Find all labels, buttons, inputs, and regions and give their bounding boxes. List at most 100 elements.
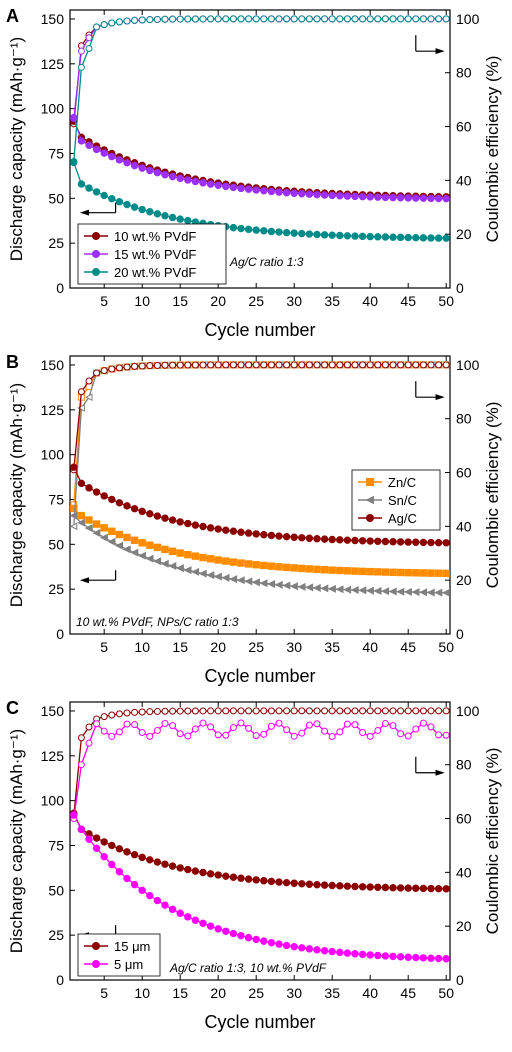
data-point — [267, 877, 276, 886]
data-point — [336, 192, 344, 200]
data-point — [146, 362, 154, 370]
data-point — [199, 553, 207, 562]
y2-tick-label: 20 — [456, 226, 472, 242]
legend-label: 15 μm — [114, 939, 150, 954]
data-point — [153, 15, 161, 23]
efficiency-line — [73, 18, 447, 162]
data-point — [138, 886, 146, 895]
data-point — [130, 536, 139, 544]
data-point — [252, 561, 260, 569]
data-point — [184, 550, 192, 559]
data-point — [427, 954, 435, 962]
data-point — [77, 825, 86, 834]
data-point — [374, 193, 382, 201]
data-point — [267, 361, 275, 369]
y2-tick-label: 80 — [456, 65, 472, 81]
data-point — [313, 707, 321, 715]
data-point — [237, 528, 245, 536]
data-point — [434, 588, 443, 597]
data-point — [366, 537, 374, 545]
data-point — [206, 555, 215, 563]
data-point — [108, 711, 116, 719]
data-point — [381, 15, 389, 23]
data-point — [237, 15, 245, 23]
data-point — [320, 191, 329, 199]
data-point — [108, 527, 116, 536]
data-point — [260, 530, 268, 539]
data-point — [77, 63, 85, 71]
data-point — [374, 951, 382, 960]
data-point — [259, 579, 268, 588]
chart-panel: B5 10 15 20 25 30 35 40 45 5002550751001251500204… — [6, 352, 502, 686]
data-point — [85, 44, 93, 52]
data-point — [138, 16, 146, 24]
y2-axis-title: Coulombic efficiency (%) — [483, 56, 502, 243]
data-point — [214, 361, 222, 369]
data-point — [434, 194, 443, 203]
data-point — [328, 947, 336, 956]
data-point — [397, 707, 405, 715]
data-point — [442, 707, 450, 715]
data-point — [237, 707, 245, 715]
data-point — [427, 707, 435, 715]
data-point — [427, 361, 435, 369]
data-point — [146, 16, 154, 24]
data-point — [168, 905, 177, 914]
x-tick-label: 45 — [400, 639, 416, 655]
data-point — [358, 586, 367, 595]
data-point — [313, 15, 321, 23]
data-point — [358, 950, 367, 959]
data-point — [123, 720, 131, 728]
data-point — [275, 878, 283, 886]
annotation: Ag/C ratio 1:3, 10 wt.% PVdF — [169, 961, 327, 975]
data-point — [328, 191, 336, 200]
data-point — [100, 713, 108, 721]
data-point — [275, 361, 283, 369]
data-point — [404, 538, 412, 546]
data-point — [412, 707, 420, 715]
data-point — [396, 953, 405, 961]
data-point — [92, 834, 101, 842]
data-point — [321, 727, 329, 735]
x-tick-label: 20 — [210, 293, 226, 309]
data-point — [435, 361, 443, 369]
data-point — [237, 874, 245, 882]
data-point — [327, 584, 336, 593]
data-point — [289, 582, 298, 591]
data-point — [222, 15, 230, 23]
data-point — [84, 393, 93, 401]
data-point — [244, 225, 253, 234]
data-point — [199, 522, 207, 531]
data-point — [435, 731, 443, 739]
data-point — [252, 186, 260, 194]
efficiency-arrow-head — [435, 394, 445, 401]
data-point — [191, 361, 199, 369]
data-point — [442, 731, 450, 739]
x-axis-title: Cycle number — [204, 1012, 315, 1032]
data-point — [320, 535, 329, 543]
data-point — [260, 730, 268, 738]
data-point — [381, 233, 390, 241]
data-point — [389, 538, 397, 546]
data-point — [336, 566, 344, 575]
data-point — [283, 361, 291, 369]
y-tick-label: 0 — [56, 972, 64, 988]
data-point — [366, 15, 374, 23]
data-point — [245, 361, 253, 369]
data-point — [184, 519, 192, 528]
data-point — [335, 585, 344, 594]
data-point — [191, 15, 199, 23]
data-point — [381, 883, 390, 892]
data-point — [305, 534, 314, 542]
data-point — [229, 15, 237, 23]
y-tick-label: 150 — [41, 11, 65, 27]
data-point — [229, 575, 238, 584]
data-point — [115, 868, 124, 876]
data-point — [321, 361, 329, 369]
data-point — [85, 141, 93, 150]
data-point — [343, 567, 352, 575]
data-point — [123, 200, 131, 209]
data-point — [229, 929, 238, 938]
data-point — [328, 535, 336, 544]
